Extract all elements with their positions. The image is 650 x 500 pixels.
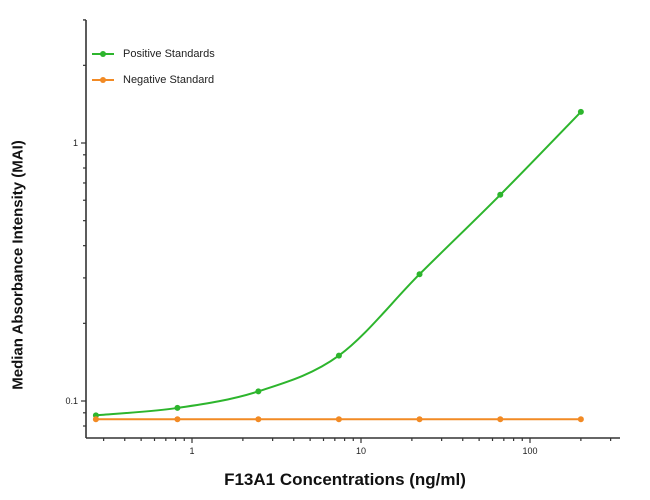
svg-text:1: 1: [189, 446, 194, 456]
svg-text:10: 10: [356, 446, 366, 456]
data-point: [92, 416, 99, 423]
y-axis-label: Median Absorbance Intensity (MAI): [9, 140, 27, 390]
data-point: [577, 416, 584, 423]
data-point: [497, 416, 504, 423]
svg-text:1: 1: [73, 138, 78, 148]
legend-marker-icon: [92, 75, 114, 85]
data-point: [497, 191, 504, 198]
data-point: [174, 416, 181, 423]
svg-text:100: 100: [522, 446, 537, 456]
series-line-positive: [95, 111, 582, 417]
data-point: [335, 416, 342, 423]
data-series: [92, 108, 584, 423]
legend-item-negative: Negative Standard: [92, 67, 215, 93]
data-point: [174, 404, 181, 411]
data-point: [577, 108, 584, 115]
x-axis-label: F13A1 Concentrations (ng/ml): [224, 470, 466, 489]
data-point: [255, 388, 262, 395]
data-point: [255, 416, 262, 423]
data-point: [416, 416, 423, 423]
svg-text:0.1: 0.1: [65, 396, 78, 406]
legend-item-positive: Positive Standards: [92, 41, 215, 67]
axes: 0.1 1 1 10 100: [65, 19, 620, 456]
data-point: [416, 271, 423, 278]
data-point: [335, 352, 342, 359]
legend: Positive Standards Negative Standard: [92, 41, 215, 93]
legend-marker-icon: [92, 49, 114, 59]
